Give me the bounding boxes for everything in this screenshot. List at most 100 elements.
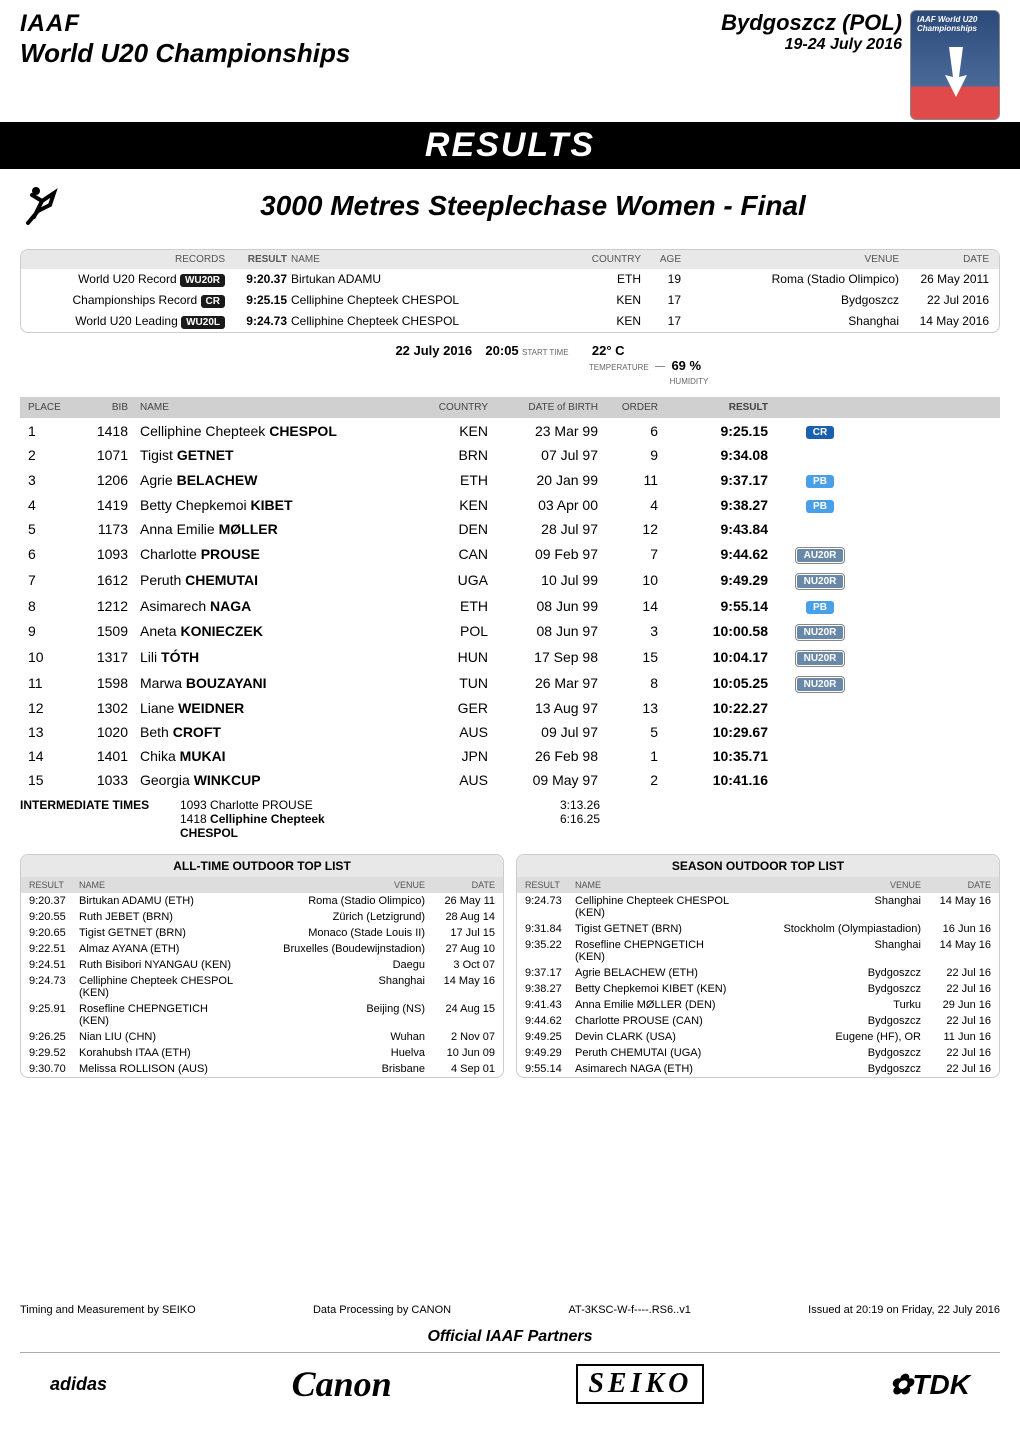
th-result: RESULT — [658, 402, 768, 413]
results-table: PLACE BIB NAME COUNTRY DATE of BIRTH ORD… — [20, 397, 1000, 792]
rh-country: COUNTRY — [551, 254, 641, 265]
lh-date: DATE — [921, 880, 991, 890]
event-title-row: 3000 Metres Steeplechase Women - Final — [0, 169, 1020, 243]
meta-hum: 69 % — [671, 358, 701, 373]
list-row: 9:37.17Agrie BELACHEW (ETH)Bydgoszcz22 J… — [517, 965, 999, 981]
table-row: 111598 Marwa BOUZAYANI TUN26 Mar 978 10:… — [20, 670, 1000, 696]
meta-time-lbl: START TIME — [522, 348, 569, 357]
list-row: 9:24.73Celliphine Chepteek CHESPOL (KEN)… — [21, 973, 503, 1001]
list-row: 9:25.91Rosefline CHEPNGETICH (KEN)Beijin… — [21, 1001, 503, 1029]
table-row: 131020 Beth CROFT AUS09 Jul 975 10:29.67 — [20, 720, 1000, 744]
torch-icon — [939, 47, 973, 97]
list-row: 9:20.55Ruth JEBET (BRN)Zürich (Letzigrun… — [21, 909, 503, 925]
header-right: Bydgoszcz (POL) 19-24 July 2016 — [721, 10, 902, 54]
season-list: SEASON OUTDOOR TOP LIST RESULT NAME VENU… — [516, 854, 1000, 1078]
list-row: 9:24.51Ruth Bisibori NYANGAU (KEN)Daegu3… — [21, 957, 503, 973]
adidas-logo: adidas — [50, 1374, 107, 1395]
city: Bydgoszcz (POL) — [721, 10, 902, 36]
logo-text: IAAF World U20 Championships — [917, 15, 999, 33]
list-row: 9:35.22Rosefline CHEPNGETICH (KEN)Shangh… — [517, 937, 999, 965]
th-bib: BIB — [78, 402, 128, 413]
list-title-right: SEASON OUTDOOR TOP LIST — [517, 855, 999, 877]
rh-age: AGE — [641, 254, 681, 265]
table-row: 71612 Peruth CHEMUTAI UGA10 Jul 9910 9:4… — [20, 567, 1000, 593]
list-row: 9:20.37Birtukan ADAMU (ETH)Roma (Stadio … — [21, 893, 503, 909]
lh-date: DATE — [425, 880, 495, 890]
f-code: AT-3KSC-W-f----.RS6..v1 — [568, 1304, 690, 1316]
list-row: 9:49.29Peruth CHEMUTAI (UGA)Bydgoszcz22 … — [517, 1045, 999, 1061]
list-title-left: ALL-TIME OUTDOOR TOP LIST — [21, 855, 503, 877]
records-head: RECORDS RESULT NAME COUNTRY AGE VENUE DA… — [21, 250, 999, 269]
header-left: IAAF World U20 Championships — [20, 10, 350, 69]
list-row: 9:29.52Korahubsh ITAA (ETH)Huelva10 Jun … — [21, 1045, 503, 1061]
table-row: 61093 Charlotte PROUSE CAN09 Feb 977 9:4… — [20, 541, 1000, 567]
f-issued: Issued at 20:19 on Friday, 22 July 2016 — [808, 1304, 1000, 1316]
th-place: PLACE — [28, 402, 78, 413]
table-row: 141401 Chika MUKAI JPN26 Feb 981 10:35.7… — [20, 744, 1000, 768]
event-name: World U20 Championships — [20, 38, 350, 69]
table-row: 151033 Georgia WINKCUP AUS09 May 972 10:… — [20, 768, 1000, 792]
dates: 19-24 July 2016 — [721, 36, 902, 54]
table-row: 41419 Betty Chepkemoi KIBET KEN03 Apr 00… — [20, 492, 1000, 517]
list-row: 9:44.62Charlotte PROUSE (CAN)Bydgoszcz22… — [517, 1013, 999, 1029]
canon-logo: Canon — [292, 1363, 392, 1405]
rh-records: RECORDS — [31, 254, 231, 265]
event-logo: IAAF World U20 Championships — [910, 10, 1000, 120]
th-order: ORDER — [598, 402, 658, 413]
th-dob: DATE of BIRTH — [488, 402, 598, 413]
th-country: COUNTRY — [408, 402, 488, 413]
lh-name: NAME — [575, 880, 731, 890]
list-row: 9:22.51Almaz AYANA (ETH)Bruxelles (Boude… — [21, 941, 503, 957]
table-row: 51173 Anna Emilie MØLLER DEN28 Jul 9712 … — [20, 517, 1000, 541]
table-row: 11418 Celliphine Chepteek CHESPOL KEN23 … — [20, 418, 1000, 443]
page-header: IAAF World U20 Championships Bydgoszcz (… — [0, 0, 1020, 122]
record-row: Championships Record CR 9:25.15Celliphin… — [21, 290, 999, 311]
inter-row: 1093 Charlotte PROUSE3:13.26 — [180, 798, 1000, 812]
lh-venue: VENUE — [235, 880, 425, 890]
tdk-logo: ✿TDK — [889, 1368, 970, 1401]
meta-hum-lbl: HUMIDITY — [670, 377, 709, 386]
lh-result: RESULT — [525, 880, 575, 890]
lh-result: RESULT — [29, 880, 79, 890]
meta-time: 20:05 — [485, 343, 518, 358]
table-row: 91509 Aneta KONIECZEK POL08 Jun 973 10:0… — [20, 618, 1000, 644]
inter-row: 1418 Celliphine Chepteek CHESPOL6:16.25 — [180, 812, 1000, 840]
list-row: 9:20.65Tigist GETNET (BRN)Monaco (Stade … — [21, 925, 503, 941]
top-lists: ALL-TIME OUTDOOR TOP LIST RESULT NAME VE… — [20, 854, 1000, 1078]
list-row: 9:30.70Melissa ROLLISON (AUS)Brisbane4 S… — [21, 1061, 503, 1077]
list-row: 9:55.14Asimarech NAGA (ETH)Bydgoszcz22 J… — [517, 1061, 999, 1077]
footer-line: Timing and Measurement by SEIKO Data Pro… — [20, 1298, 1000, 1322]
intermediate-times: INTERMEDIATE TIMES 1093 Charlotte PROUSE… — [20, 798, 1000, 840]
list-row: 9:41.43Anna Emilie MØLLER (DEN)Turku29 J… — [517, 997, 999, 1013]
meta-row: 22 July 2016 20:05 START TIME 22° C TEMP… — [0, 333, 1020, 393]
f-data: Data Processing by CANON — [313, 1304, 451, 1316]
meta-temp: 22° C — [592, 343, 625, 358]
table-head: PLACE BIB NAME COUNTRY DATE of BIRTH ORD… — [20, 397, 1000, 418]
list-row: 9:49.25Devin CLARK (USA)Eugene (HF), OR1… — [517, 1029, 999, 1045]
rh-date: DATE — [899, 254, 989, 265]
steeplechase-icon — [20, 183, 66, 229]
table-row: 121302 Liane WEIDNER GER13 Aug 9713 10:2… — [20, 696, 1000, 720]
list-row: 9:38.27Betty Chepkemoi KIBET (KEN)Bydgos… — [517, 981, 999, 997]
table-row: 31206 Agrie BELACHEW ETH20 Jan 9911 9:37… — [20, 467, 1000, 492]
partners-title: Official IAAF Partners — [20, 1322, 1000, 1352]
record-row: World U20 Leading WU20L 9:24.73Celliphin… — [21, 311, 999, 332]
rh-name: NAME — [291, 254, 551, 265]
event-title: 3000 Metres Steeplechase Women - Final — [66, 190, 1000, 222]
rh-venue: VENUE — [739, 254, 899, 265]
meta-temp-lbl: TEMPERATURE — [589, 363, 649, 372]
results-bar: RESULTS — [0, 122, 1020, 169]
th-name: NAME — [128, 402, 408, 413]
meta-date: 22 July 2016 — [395, 343, 472, 358]
table-row: 21071 Tigist GETNET BRN07 Jul 979 9:34.0… — [20, 443, 1000, 467]
table-row: 81212 Asimarech NAGA ETH08 Jun 9914 9:55… — [20, 593, 1000, 618]
lh-name: NAME — [79, 880, 235, 890]
rh-result: RESULT — [231, 254, 291, 265]
alltime-list: ALL-TIME OUTDOOR TOP LIST RESULT NAME VE… — [20, 854, 504, 1078]
list-row: 9:24.73Celliphine Chepteek CHESPOL (KEN)… — [517, 893, 999, 921]
f-timing: Timing and Measurement by SEIKO — [20, 1304, 196, 1316]
partner-logos: adidas Canon SEIKO ✿TDK — [20, 1352, 1000, 1425]
inter-label: INTERMEDIATE TIMES — [20, 798, 180, 840]
org-name: IAAF — [20, 10, 350, 38]
list-row: 9:31.84Tigist GETNET (BRN)Stockholm (Oly… — [517, 921, 999, 937]
